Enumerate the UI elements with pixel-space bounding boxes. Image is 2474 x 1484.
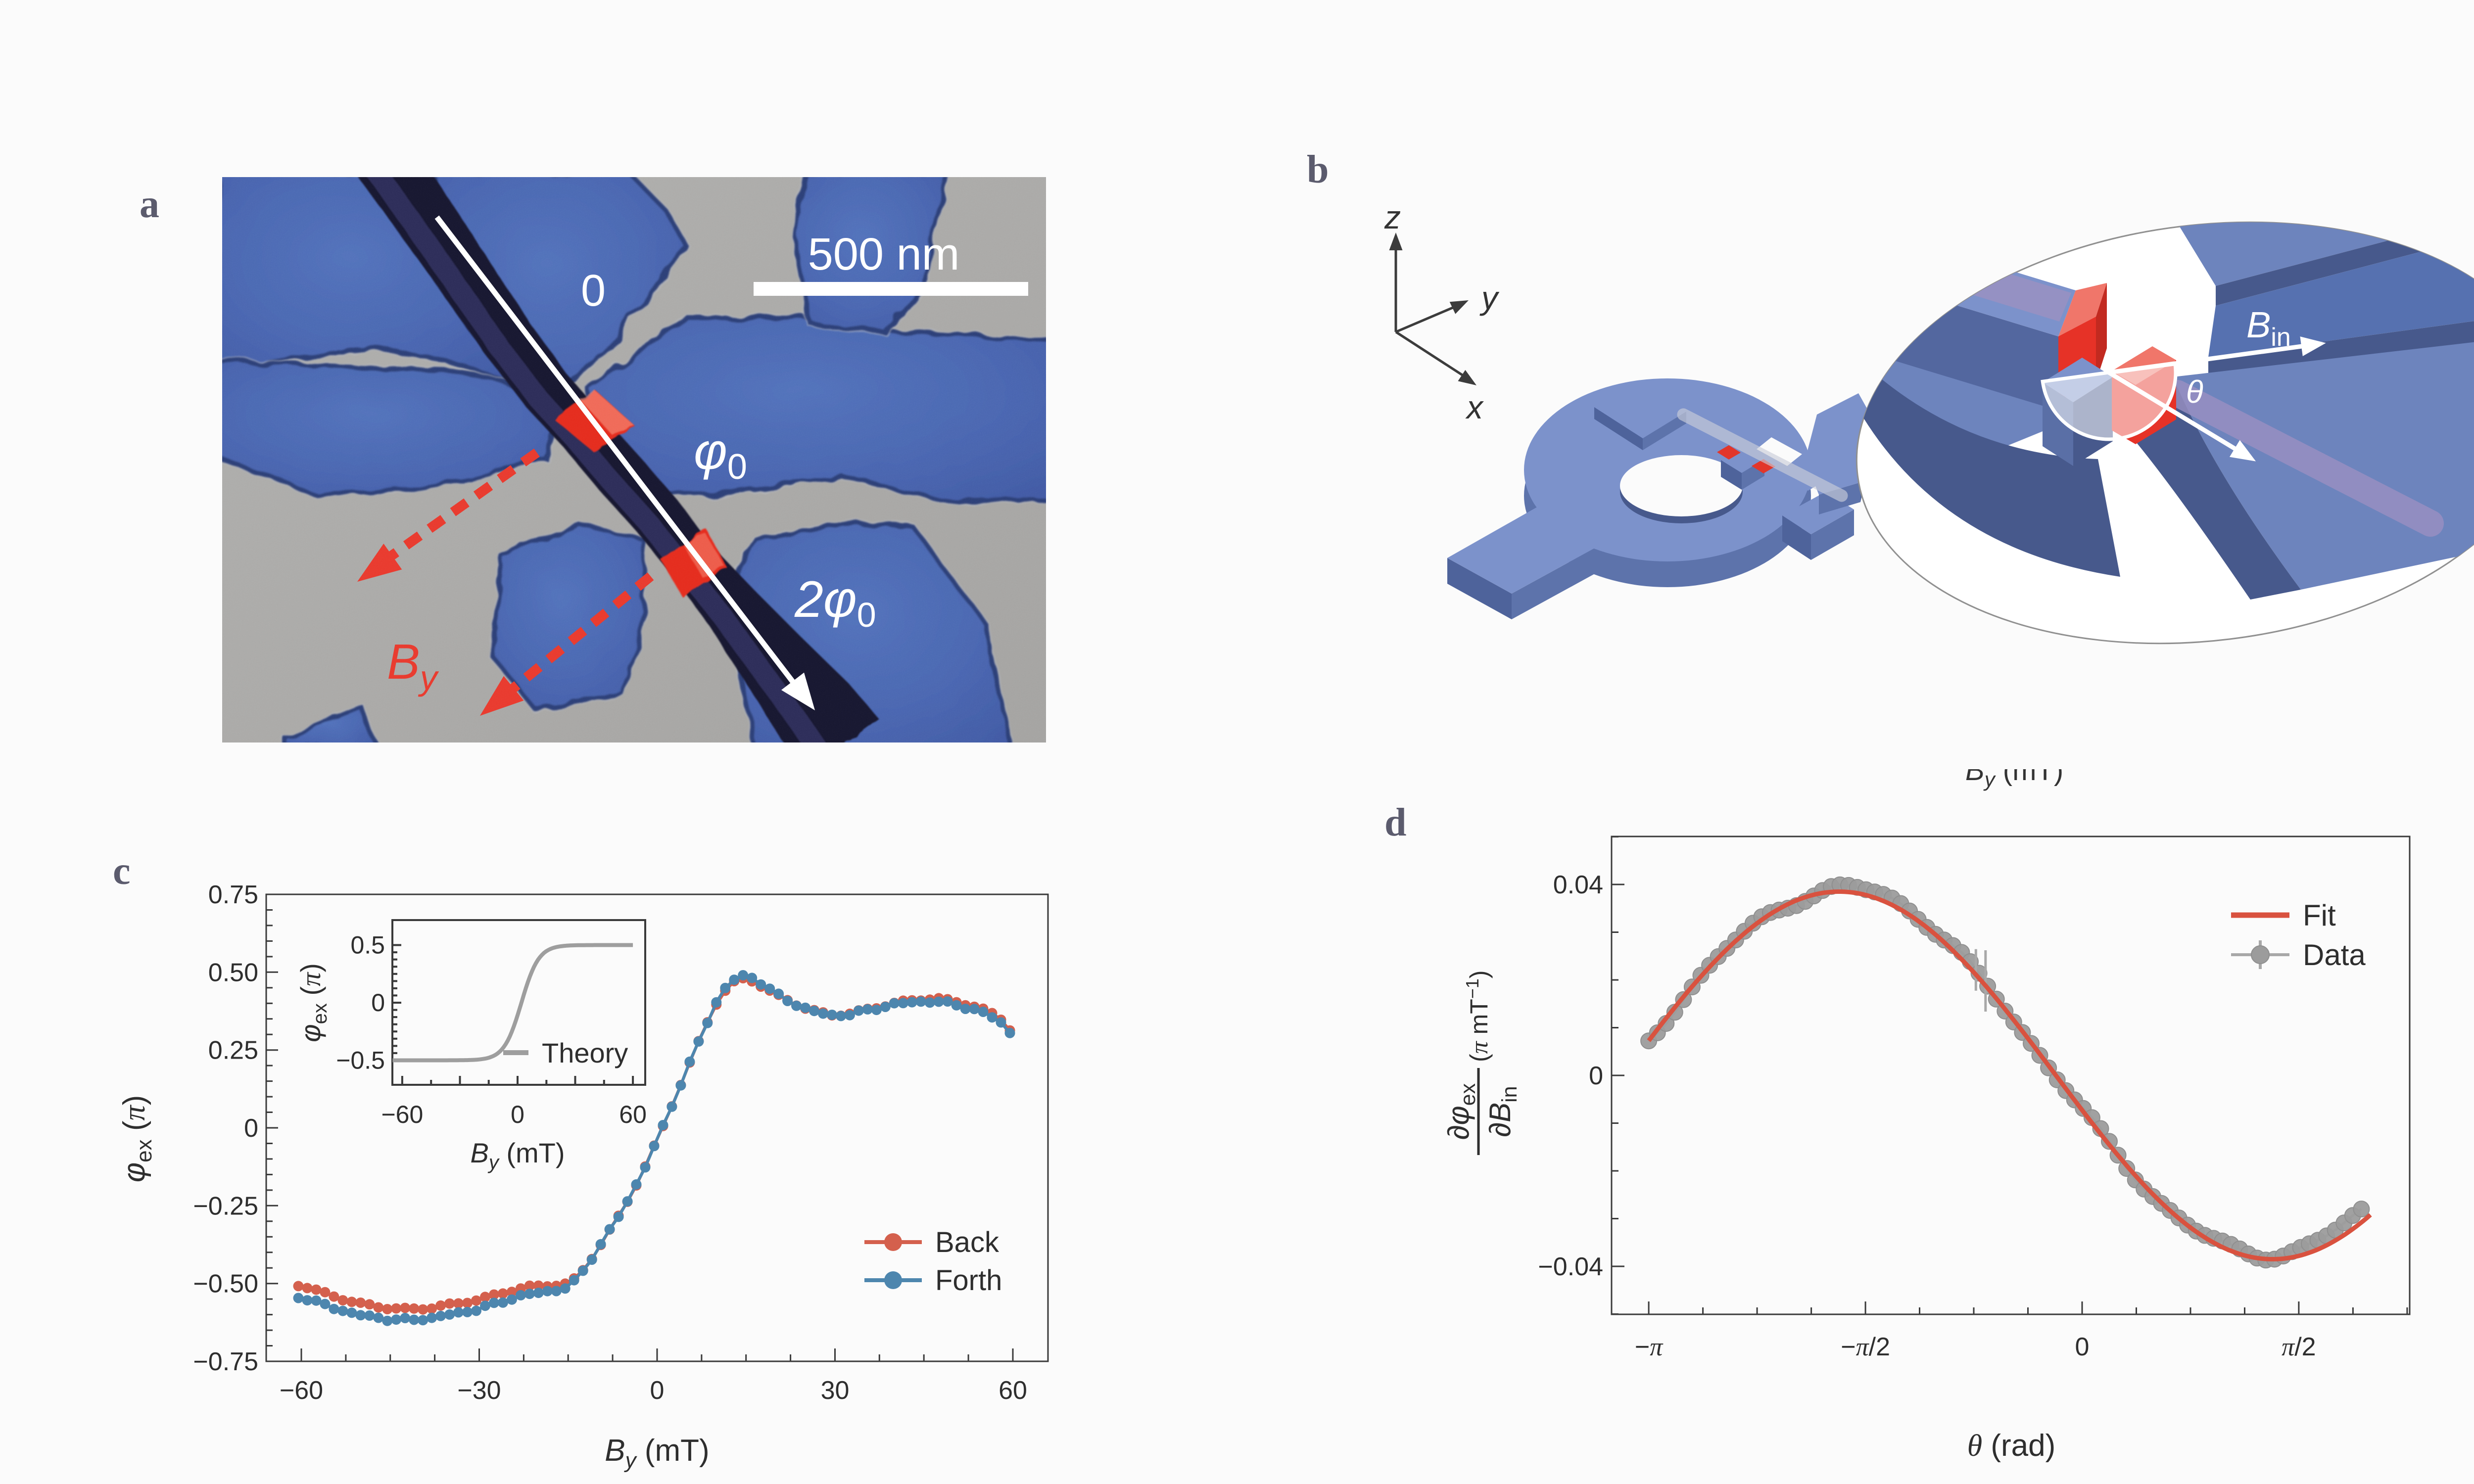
svg-text:π/2: π/2	[2282, 1333, 2316, 1361]
svg-text:∂Bin: ∂Bin	[1483, 1086, 1522, 1137]
svg-text:0.25: 0.25	[208, 1036, 258, 1065]
svg-text:0: 0	[511, 1101, 524, 1128]
svg-text:−π/2: −π/2	[1841, 1333, 1890, 1361]
svg-text:Data: Data	[2303, 938, 2366, 972]
svg-text:−30: −30	[457, 1376, 501, 1405]
svg-text:−0.50: −0.50	[193, 1270, 258, 1298]
svg-text:−0.75: −0.75	[193, 1347, 258, 1376]
svg-text:φex (π): φex (π)	[295, 963, 331, 1042]
svg-text:60: 60	[999, 1376, 1027, 1405]
svg-text:x: x	[1465, 389, 1484, 425]
svg-text:Forth: Forth	[935, 1264, 1002, 1297]
svg-text:−0.5: −0.5	[336, 1047, 385, 1074]
svg-text:z: z	[1384, 199, 1401, 235]
svg-text:0.75: 0.75	[208, 881, 258, 909]
svg-text:−60: −60	[381, 1101, 423, 1128]
svg-text:0.5: 0.5	[350, 931, 385, 959]
svg-text:Bin: Bin	[2246, 304, 2291, 352]
svg-text:∂φex: ∂φex	[1442, 1083, 1480, 1140]
svg-text:0: 0	[244, 1114, 258, 1143]
svg-text:Fit: Fit	[2303, 899, 2336, 932]
svg-text:θ (rad): θ (rad)	[1967, 1429, 2056, 1463]
svg-text:By (mT): By (mT)	[605, 1434, 709, 1473]
svg-text:0: 0	[371, 989, 385, 1017]
svg-text:y: y	[1479, 279, 1500, 316]
svg-text:(π mT−1): (π mT−1)	[1462, 970, 1493, 1062]
svg-text:φex (π): φex (π)	[117, 1095, 156, 1183]
svg-text:0: 0	[2075, 1333, 2090, 1361]
svg-text:30: 30	[821, 1376, 850, 1405]
svg-text:0: 0	[1589, 1062, 1603, 1090]
svg-text:By (mT): By (mT)	[1965, 754, 2063, 791]
svg-text:60: 60	[619, 1101, 647, 1128]
svg-text:0.50: 0.50	[208, 958, 258, 987]
svg-text:θ: θ	[2186, 374, 2203, 410]
svg-text:0.04: 0.04	[1553, 871, 1603, 899]
svg-text:By (mT): By (mT)	[470, 1137, 565, 1173]
svg-text:Theory: Theory	[542, 1037, 628, 1068]
svg-text:−π: −π	[1635, 1333, 1664, 1361]
svg-text:−0.25: −0.25	[193, 1192, 258, 1220]
svg-text:0: 0	[650, 1376, 665, 1405]
svg-text:Back: Back	[935, 1226, 999, 1258]
svg-text:−0.04: −0.04	[1538, 1252, 1603, 1281]
svg-text:−60: −60	[280, 1376, 323, 1405]
